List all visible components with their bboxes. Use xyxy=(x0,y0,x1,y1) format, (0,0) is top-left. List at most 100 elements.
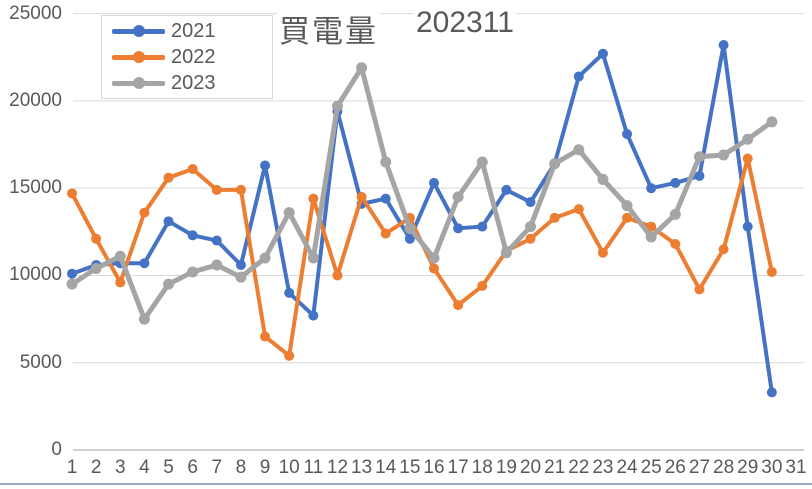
data-point-2023-8 xyxy=(235,271,247,283)
x-axis-label-24: 24 xyxy=(616,457,638,478)
data-point-2023-4 xyxy=(138,313,150,325)
data-point-2023-30 xyxy=(766,116,778,128)
data-point-2021-29 xyxy=(742,221,753,232)
data-point-2022-28 xyxy=(718,244,729,255)
data-point-2021-17 xyxy=(453,223,464,234)
data-point-2021-18 xyxy=(477,221,488,232)
data-point-2021-23 xyxy=(597,48,608,59)
data-point-2021-28 xyxy=(718,40,729,51)
data-point-2023-22 xyxy=(573,144,585,156)
data-point-2022-3 xyxy=(115,277,126,288)
y-axis-label-10000: 10000 xyxy=(9,264,62,286)
x-axis-label-6: 6 xyxy=(187,457,198,478)
chart-title-period: 202311 xyxy=(414,6,516,40)
x-axis-label-13: 13 xyxy=(351,457,373,478)
x-axis-label-4: 4 xyxy=(139,457,150,478)
data-point-2022-14 xyxy=(380,228,391,239)
x-axis-label-30: 30 xyxy=(761,457,783,478)
data-point-2023-28 xyxy=(718,149,730,161)
data-point-2023-9 xyxy=(259,252,271,264)
x-axis-label-29: 29 xyxy=(737,457,759,478)
x-axis-label-25: 25 xyxy=(640,457,662,478)
data-point-2022-13 xyxy=(356,191,367,202)
data-point-2021-22 xyxy=(573,71,584,82)
data-point-2022-25 xyxy=(646,221,657,232)
data-point-2021-1 xyxy=(67,268,77,279)
legend-item-2023: 2023 xyxy=(112,70,272,96)
data-point-2021-7 xyxy=(211,235,222,246)
legend-line-marker-icon xyxy=(112,51,165,63)
data-point-2022-21 xyxy=(549,212,560,223)
data-point-2023-29 xyxy=(742,133,754,145)
data-point-2023-5 xyxy=(163,278,175,290)
data-point-2023-26 xyxy=(669,208,681,220)
data-point-2021-16 xyxy=(428,177,439,188)
data-point-2023-25 xyxy=(645,231,657,243)
data-point-2021-14 xyxy=(380,193,391,204)
legend-label: 2022 xyxy=(171,45,216,68)
x-axis-label-8: 8 xyxy=(235,457,247,478)
data-point-2022-4 xyxy=(139,207,150,218)
data-point-2023-16 xyxy=(428,252,440,264)
x-axis-label-27: 27 xyxy=(688,457,711,478)
x-axis-label-15: 15 xyxy=(399,457,421,478)
frame-bottom-edge xyxy=(0,483,812,485)
data-point-2022-30 xyxy=(766,266,777,277)
x-axis-label-18: 18 xyxy=(471,457,493,478)
data-point-2022-9 xyxy=(260,331,271,342)
x-axis-label-7: 7 xyxy=(211,457,223,478)
data-point-2022-29 xyxy=(742,153,753,164)
data-point-2022-27 xyxy=(694,284,705,295)
legend-label: 2021 xyxy=(171,19,216,42)
data-point-2022-16 xyxy=(428,263,439,274)
x-axis-label-23: 23 xyxy=(592,457,614,478)
chart-title-text: 買電量 xyxy=(277,6,380,51)
data-point-2021-30 xyxy=(766,387,777,398)
data-point-2021-11 xyxy=(308,310,319,321)
y-axis-label-20000: 20000 xyxy=(9,89,62,111)
x-axis-label-16: 16 xyxy=(423,457,445,478)
data-point-2021-25 xyxy=(646,183,657,194)
data-point-2023-21 xyxy=(549,158,561,170)
y-axis-label-15000: 15000 xyxy=(9,177,62,199)
legend-label: 2023 xyxy=(171,71,216,94)
data-point-2023-17 xyxy=(452,191,464,203)
data-point-2021-24 xyxy=(622,129,633,140)
x-axis-label-17: 17 xyxy=(447,457,469,478)
x-axis-label-1: 1 xyxy=(66,457,78,478)
data-point-2022-24 xyxy=(622,212,633,223)
data-point-2021-26 xyxy=(670,177,681,188)
data-point-2023-11 xyxy=(307,252,319,264)
data-point-2023-18 xyxy=(476,156,488,168)
data-point-2022-23 xyxy=(597,247,608,258)
data-point-2023-6 xyxy=(187,266,199,278)
legend-line-marker-icon xyxy=(112,77,165,89)
data-point-2022-7 xyxy=(211,184,222,195)
x-axis-label-26: 26 xyxy=(664,457,686,478)
data-point-2023-10 xyxy=(283,207,295,219)
data-point-2021-8 xyxy=(235,259,246,270)
chart-title: 買電量 202311 xyxy=(277,6,516,51)
y-axis-label-0: 0 xyxy=(51,439,62,460)
x-axis-label-14: 14 xyxy=(375,457,397,478)
y-axis-label-5000: 5000 xyxy=(19,351,62,373)
data-point-2023-13 xyxy=(356,62,368,74)
data-point-2021-6 xyxy=(187,230,198,241)
data-point-2022-20 xyxy=(525,233,536,244)
x-axis-label-10: 10 xyxy=(278,457,300,478)
data-point-2022-1 xyxy=(67,188,77,199)
series-line-2023 xyxy=(69,65,775,322)
data-point-2023-7 xyxy=(211,259,223,271)
x-axis-label-22: 22 xyxy=(568,457,590,478)
data-point-2022-12 xyxy=(332,270,343,281)
data-point-2023-14 xyxy=(380,156,392,168)
x-axis-label-12: 12 xyxy=(326,457,349,478)
data-point-2022-6 xyxy=(187,163,198,174)
data-point-2021-10 xyxy=(284,287,295,298)
x-axis-label-20: 20 xyxy=(519,457,542,478)
data-point-2022-5 xyxy=(163,172,174,183)
x-axis-label-3: 3 xyxy=(114,457,126,478)
legend-item-2022: 2022 xyxy=(112,44,272,70)
data-point-2021-20 xyxy=(525,197,536,208)
